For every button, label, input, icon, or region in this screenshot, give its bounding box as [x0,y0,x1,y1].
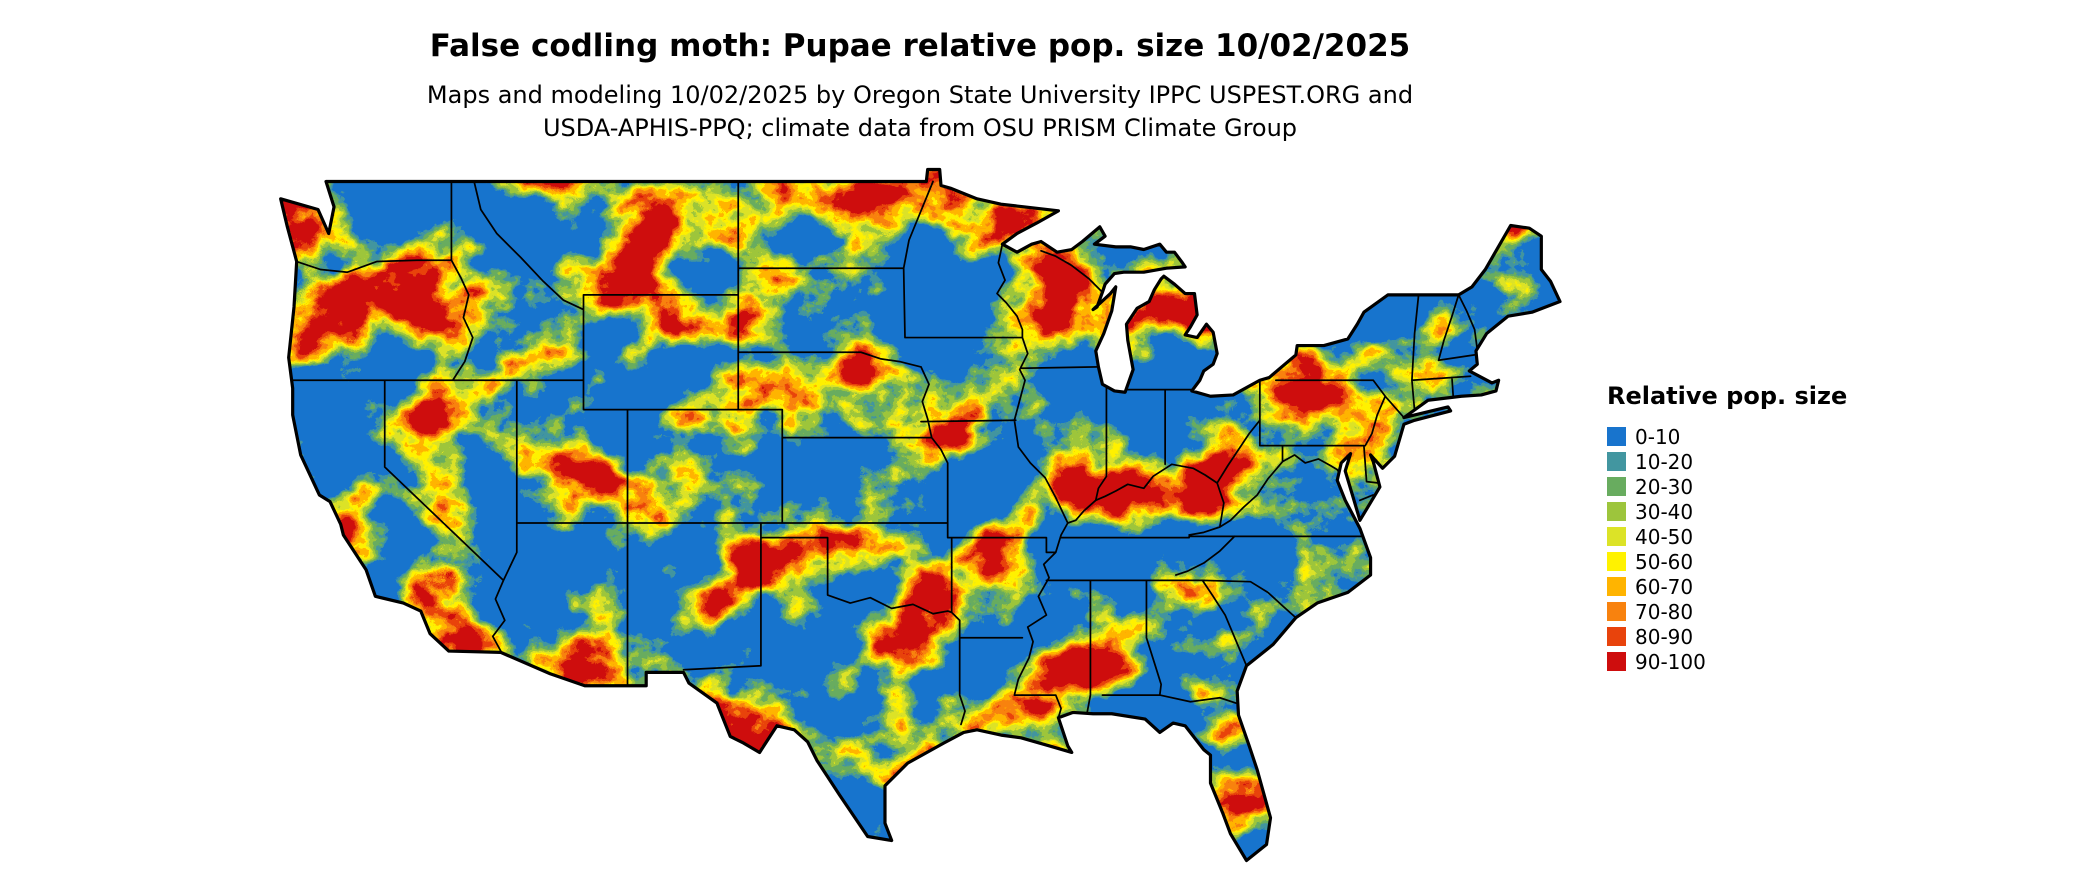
legend-row: 0-10 [1607,424,1847,449]
subtitle-line-2: USDA-APHIS-PPQ; climate data from OSU PR… [542,114,1298,143]
page-title: False codling moth: Pupae relative pop. … [429,28,1411,64]
legend-title: Relative pop. size [1607,382,1848,410]
legend-label: 80-90 [1635,624,1694,649]
subtitle-line-1: Maps and modeling 10/02/2025 by Oregon S… [426,81,1414,110]
legend-row: 80-90 [1607,624,1847,649]
legend-label: 10-20 [1635,449,1694,474]
legend-swatch-icon [1607,477,1626,496]
legend-swatch-icon [1607,627,1626,646]
legend-label: 30-40 [1635,499,1694,524]
legend-swatch-icon [1607,652,1626,671]
legend-label: 20-30 [1635,474,1694,499]
legend-row: 50-60 [1607,549,1847,574]
legend-swatch-icon [1607,452,1626,471]
population-raster-layer [280,169,1560,861]
legend-row: 70-80 [1607,599,1847,624]
legend-entries: 0-10 10-20 20-30 30-40 40-50 50-60 60-70… [1607,424,1847,674]
us-map-svg [279,167,1562,863]
legend-label: 0-10 [1635,424,1681,449]
legend-swatch-icon [1607,502,1626,521]
legend: Relative pop. size 0-10 10-20 20-30 30-4… [1607,382,1847,674]
legend-label: 60-70 [1635,574,1694,599]
legend-swatch-icon [1607,552,1626,571]
legend-label: 90-100 [1635,649,1706,674]
header: False codling moth: Pupae relative pop. … [0,0,1840,145]
legend-row: 30-40 [1607,499,1847,524]
legend-swatch-icon [1607,527,1626,546]
legend-row: 90-100 [1607,649,1847,674]
legend-row: 10-20 [1607,449,1847,474]
state-borders [291,180,1479,726]
subtitle: Maps and modeling 10/02/2025 by Oregon S… [0,79,1840,145]
legend-row: 60-70 [1607,574,1847,599]
legend-label: 40-50 [1635,524,1694,549]
population-raster [280,169,1560,861]
legend-swatch-icon [1607,427,1626,446]
legend-label: 50-60 [1635,549,1694,574]
legend-swatch-icon [1607,577,1626,596]
legend-row: 40-50 [1607,524,1847,549]
legend-label: 70-80 [1635,599,1694,624]
legend-row: 20-30 [1607,474,1847,499]
legend-swatch-icon [1607,602,1626,621]
map-region [270,166,1564,888]
us-outline [279,167,1562,863]
